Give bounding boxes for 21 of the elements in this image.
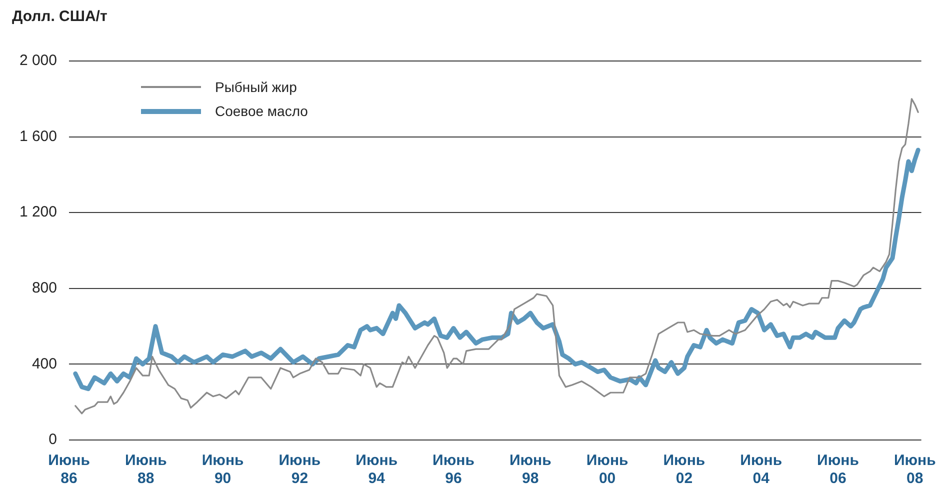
y-tick-label: 400 xyxy=(32,355,57,372)
y-tick-label: 1 600 xyxy=(19,128,57,145)
x-tick-label: Июнь 94 xyxy=(356,452,398,488)
x-tick-label: Июнь 90 xyxy=(202,452,244,488)
legend-label: Рыбный жир xyxy=(215,79,297,95)
x-tick-label: Июнь 96 xyxy=(432,452,474,488)
x-tick-label: Июнь 92 xyxy=(278,452,321,488)
y-tick-label: 1 200 xyxy=(19,204,57,221)
y-tick-label: 0 xyxy=(48,431,57,448)
x-tick-label: Июнь 04 xyxy=(740,452,782,488)
x-tick-label: Июнь 00 xyxy=(586,452,628,488)
y-tick-label: 2 000 xyxy=(19,52,57,70)
x-tick-label: Июнь 06 xyxy=(817,452,859,488)
y-tick-label: 800 xyxy=(32,280,57,297)
legend-label: Соевое масло xyxy=(215,103,308,119)
x-tick-label: Июнь 02 xyxy=(663,452,706,488)
y-axis-title: Долл. США/т xyxy=(12,8,108,25)
x-tick-label: Июнь 98 xyxy=(509,452,552,488)
x-tick-label: Июнь 88 xyxy=(124,452,167,488)
x-tick-label: Июнь 08 xyxy=(894,452,936,488)
x-tick-label: Июнь 86 xyxy=(48,452,90,488)
